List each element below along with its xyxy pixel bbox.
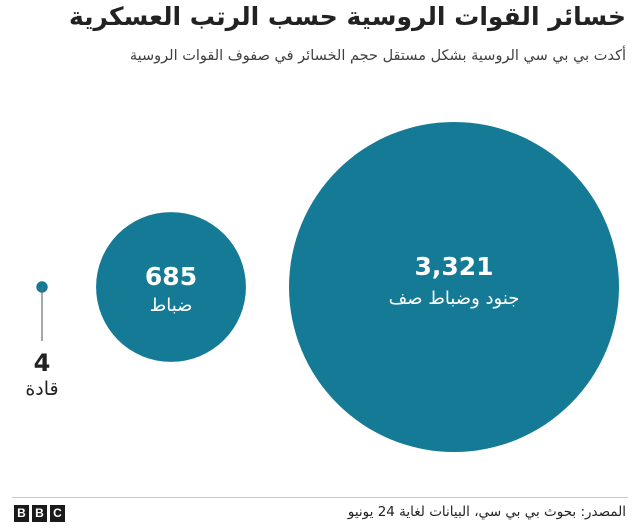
bubble-2-category-label: ضباط: [150, 295, 193, 316]
bbc-logo-letter: B: [14, 505, 29, 522]
bubble-1-value-label: 4: [34, 349, 51, 377]
bubble-1-category-label: قادة: [25, 378, 58, 400]
footer-divider: [12, 497, 628, 498]
chart-subtitle: أكدت بي بي سي الروسية بشكل مستقل حجم الخ…: [129, 48, 626, 64]
bbc-logo-letter: C: [50, 505, 65, 522]
bbc-logo: B B C: [14, 505, 65, 522]
chart-title: خسائر القوات الروسية حسب الرتب العسكرية: [68, 2, 626, 31]
bubble-3-category-label: جنود وضباط صف: [389, 288, 520, 309]
bubble-2-value-label: 685: [145, 262, 197, 291]
bubble-2: [96, 212, 246, 362]
bubble-3: [289, 122, 619, 452]
bbc-logo-letter: B: [32, 505, 47, 522]
source-note: المصدر: بحوث بي بي سي، البيانات لغاية 24…: [347, 504, 626, 520]
bubble-3-value-label: 3,321: [414, 252, 493, 281]
